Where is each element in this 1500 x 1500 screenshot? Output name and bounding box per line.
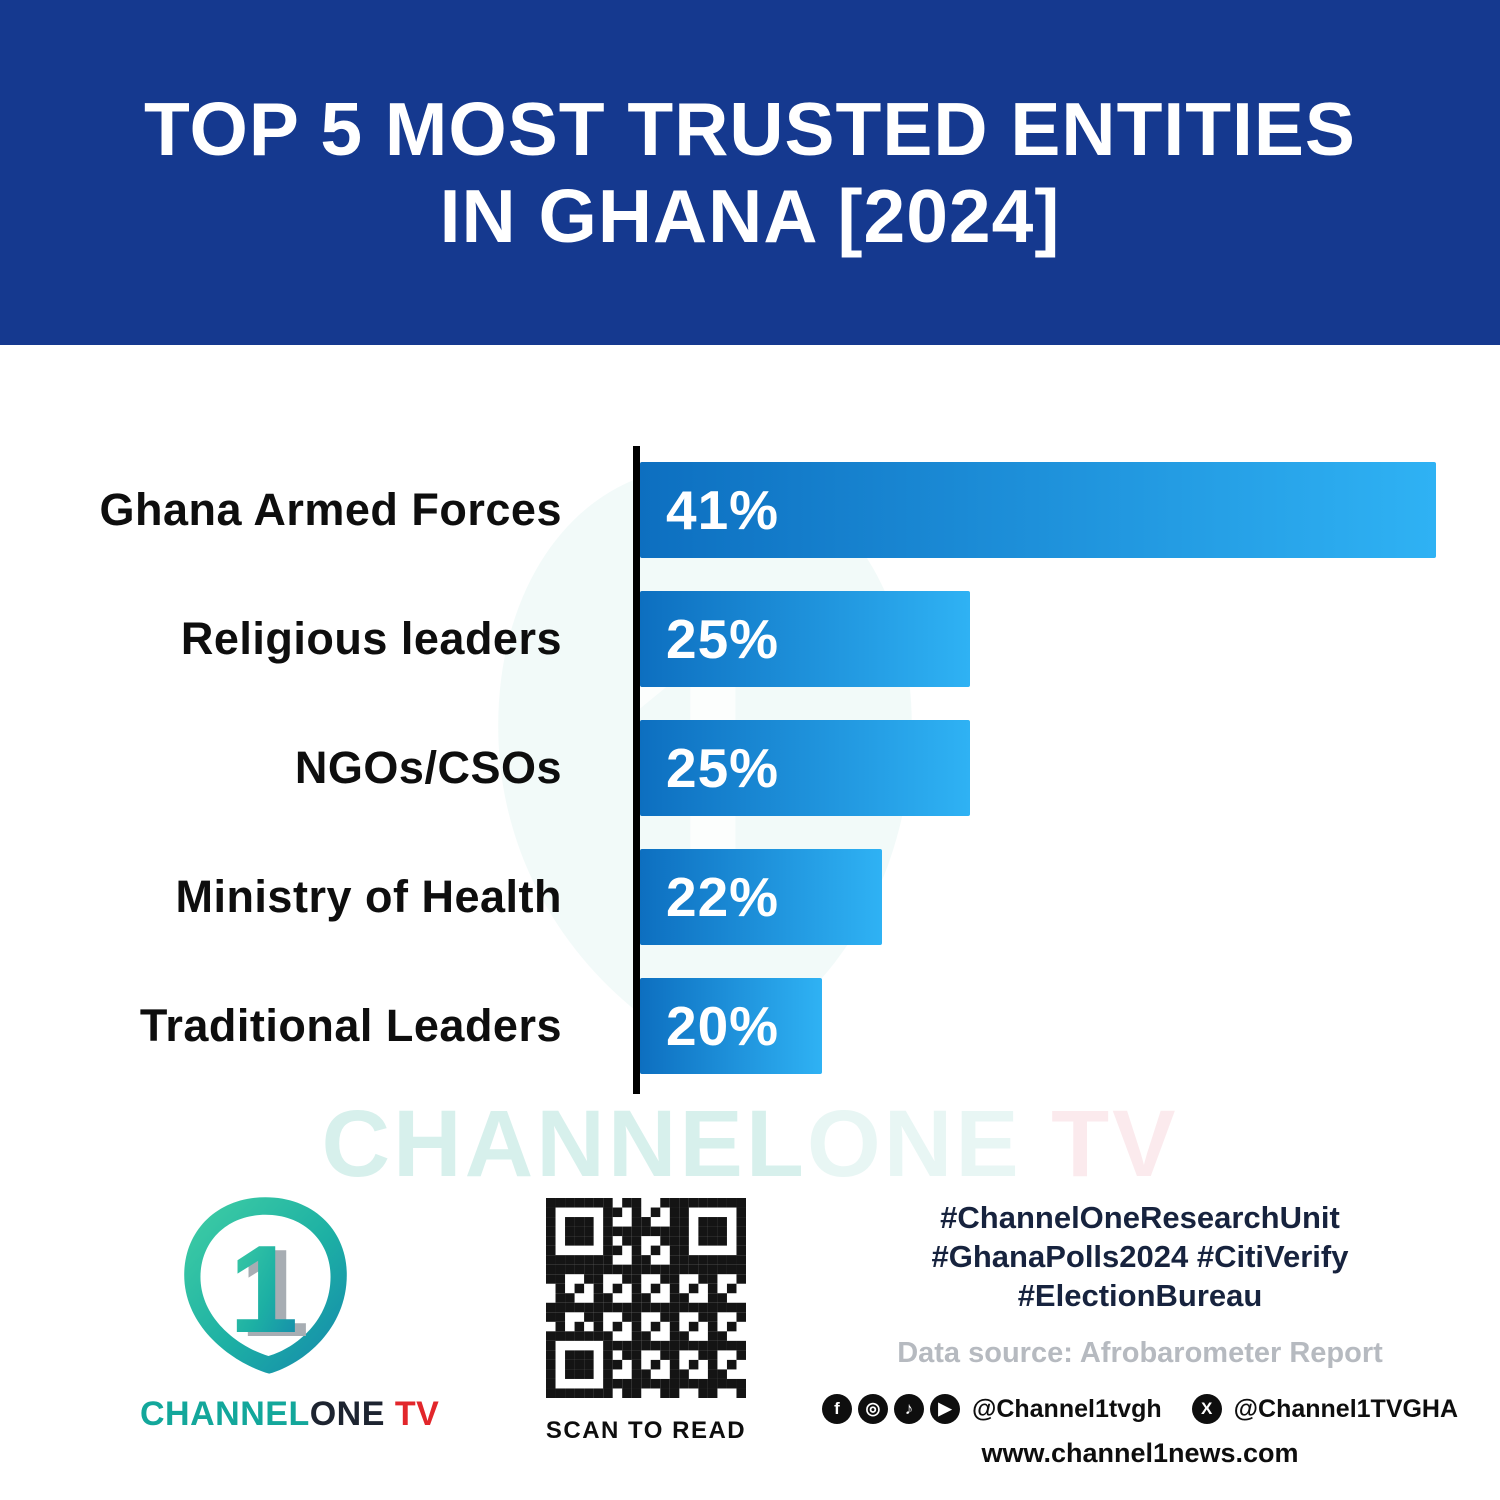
qr-caption: SCAN TO READ — [545, 1417, 747, 1444]
qr-block: SCAN TO READ — [543, 1198, 749, 1445]
y-axis-line — [633, 446, 640, 1094]
header-banner: TOP 5 MOST TRUSTED ENTITIES IN GHANA [20… — [0, 0, 1500, 345]
instagram-icon: ◎ — [857, 1394, 888, 1424]
website-text: www.channel1news.com — [981, 1438, 1299, 1468]
hashtag-line-2: #GhanaPolls2024 #CitiVerify — [931, 1239, 1349, 1274]
bar-row-traditional-leaders: Traditional Leaders 20% — [0, 978, 1500, 1074]
bar-row-ngos-csos: NGOs/CSOs 25% — [0, 720, 1500, 816]
watermark-part-channel: CHANNEL — [321, 1091, 807, 1197]
bar: 25% — [640, 720, 970, 816]
bar-value: 22% — [666, 866, 780, 928]
bar-chart: Ghana Armed Forces 41% Religious leaders… — [0, 446, 1500, 1107]
logo-digit: 1 — [228, 1220, 297, 1359]
bar-value: 20% — [666, 995, 780, 1057]
logo-digit-shadow: 1 — [240, 1224, 309, 1363]
bar: 41% — [640, 462, 1436, 558]
bar-label: Ministry of Health — [175, 871, 562, 922]
watermark-part-tv: TV — [1021, 1091, 1179, 1197]
data-source-text: Data source: Afrobarometer Report — [897, 1337, 1383, 1369]
x-icon: X — [1191, 1394, 1222, 1424]
facebook-icon: f — [821, 1394, 852, 1424]
hashtag-line-1: #ChannelOneResearchUnit — [940, 1200, 1340, 1235]
bar: 20% — [640, 978, 822, 1074]
bar-label: Ghana Armed Forces — [99, 484, 562, 535]
bar-value: 25% — [666, 608, 780, 670]
bar-label: Traditional Leaders — [139, 1000, 562, 1051]
youtube-icon: ▶ — [929, 1394, 960, 1424]
bar: 22% — [640, 849, 882, 945]
bar-row-ghana-armed-forces: Ghana Armed Forces 41% — [0, 462, 1500, 558]
channel-one-logo-block: 1 1 CHANNELONE TV — [140, 1188, 439, 1434]
bar-value: 41% — [666, 479, 780, 541]
logo-wordmark: CHANNELONE TV — [140, 1395, 439, 1434]
bar-label: Religious leaders — [180, 613, 562, 664]
hashtag-line-3: #ElectionBureau — [1017, 1278, 1263, 1313]
watermark-part-one: ONE — [806, 1091, 1022, 1197]
handle-main: @Channel1tvgh — [971, 1394, 1162, 1423]
footer-info-block: #ChannelOneResearchUnit #GhanaPolls2024 … — [821, 1198, 1458, 1469]
page-title-line-2: IN GHANA [2024] — [439, 173, 1061, 258]
bar-label: NGOs/CSOs — [294, 742, 562, 793]
qr-code — [546, 1198, 746, 1398]
tiktok-icon: ♪ — [893, 1394, 924, 1424]
handle-x: @Channel1TVGHA — [1233, 1394, 1459, 1423]
channel-one-watermark: CHANNELONE TV — [0, 1090, 1500, 1199]
bar-row-religious-leaders: Religious leaders 25% — [0, 591, 1500, 687]
channel-one-logo-icon: 1 1 — [183, 1197, 347, 1374]
wordmark-tv: TV — [384, 1395, 440, 1433]
bar-value: 25% — [666, 737, 780, 799]
wordmark-one: ONE — [309, 1395, 385, 1433]
social-row: f ◎ ♪ ▶ @Channel1tvgh X @Channel1TVGHA — [821, 1394, 1458, 1424]
bar-row-ministry-of-health: Ministry of Health 22% — [0, 849, 1500, 945]
bar: 25% — [640, 591, 970, 687]
page-title-line-1: TOP 5 MOST TRUSTED ENTITIES — [144, 86, 1356, 171]
wordmark-channel: CHANNEL — [140, 1395, 310, 1433]
